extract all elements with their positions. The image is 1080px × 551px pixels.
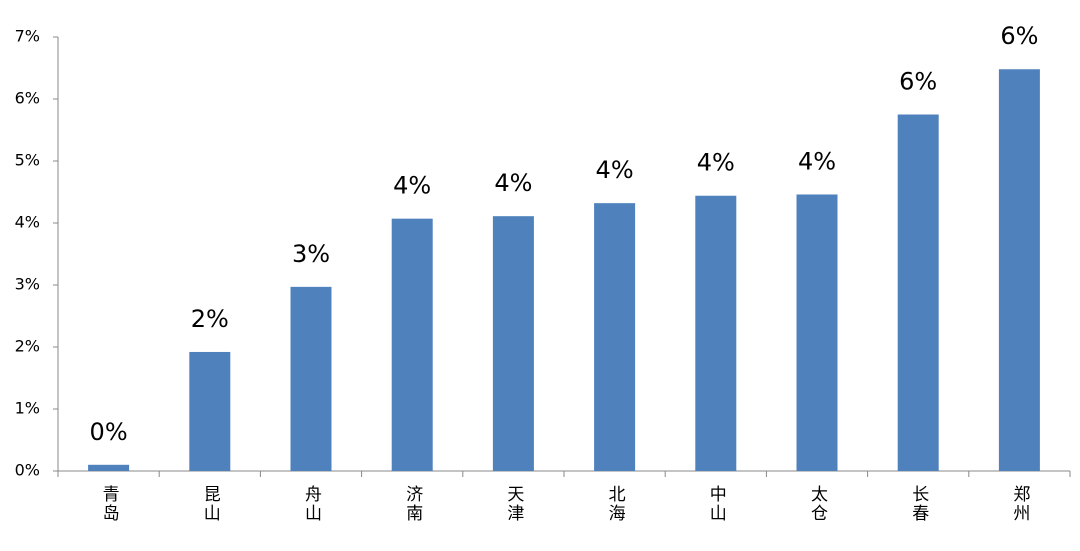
x-tick-label: 济南 — [402, 485, 423, 523]
value-label: 4% — [494, 169, 532, 197]
value-label: 2% — [191, 305, 229, 333]
x-tick-label: 长春 — [908, 485, 929, 523]
bar — [391, 218, 433, 471]
y-tick-label: 0% — [15, 461, 40, 480]
value-label: 4% — [697, 149, 735, 177]
value-label: 0% — [90, 418, 128, 446]
y-tick-label: 4% — [15, 213, 40, 232]
value-label: 6% — [1000, 22, 1038, 50]
bar — [492, 216, 534, 471]
value-label: 4% — [798, 147, 836, 175]
x-tick-label: 青岛 — [99, 485, 119, 523]
x-tick-label: 郑州 — [1009, 485, 1030, 523]
x-tick-label: 舟山 — [301, 485, 322, 523]
bar — [695, 195, 737, 471]
x-tick-label: 天津 — [503, 485, 524, 523]
value-label: 6% — [899, 68, 937, 96]
value-label: 3% — [292, 240, 330, 268]
bar — [189, 351, 231, 471]
y-tick-label: 1% — [15, 399, 40, 418]
bar — [594, 203, 636, 471]
y-tick-label: 3% — [15, 275, 40, 294]
bar — [897, 114, 939, 471]
value-label: 4% — [596, 156, 634, 184]
y-tick-label: 6% — [15, 89, 40, 108]
x-tick-label: 中山 — [706, 485, 726, 523]
y-tick-label: 5% — [15, 151, 40, 170]
y-tick-label: 2% — [15, 337, 40, 356]
value-label: 4% — [393, 172, 431, 200]
x-tick-label: 太仓 — [807, 485, 828, 523]
bar — [290, 286, 332, 471]
y-tick-label: 7% — [15, 27, 40, 46]
bar — [998, 69, 1040, 472]
bar — [88, 464, 130, 471]
x-tick-label: 北海 — [605, 485, 626, 523]
bar — [796, 194, 838, 472]
x-tick-label: 昆山 — [200, 485, 220, 523]
